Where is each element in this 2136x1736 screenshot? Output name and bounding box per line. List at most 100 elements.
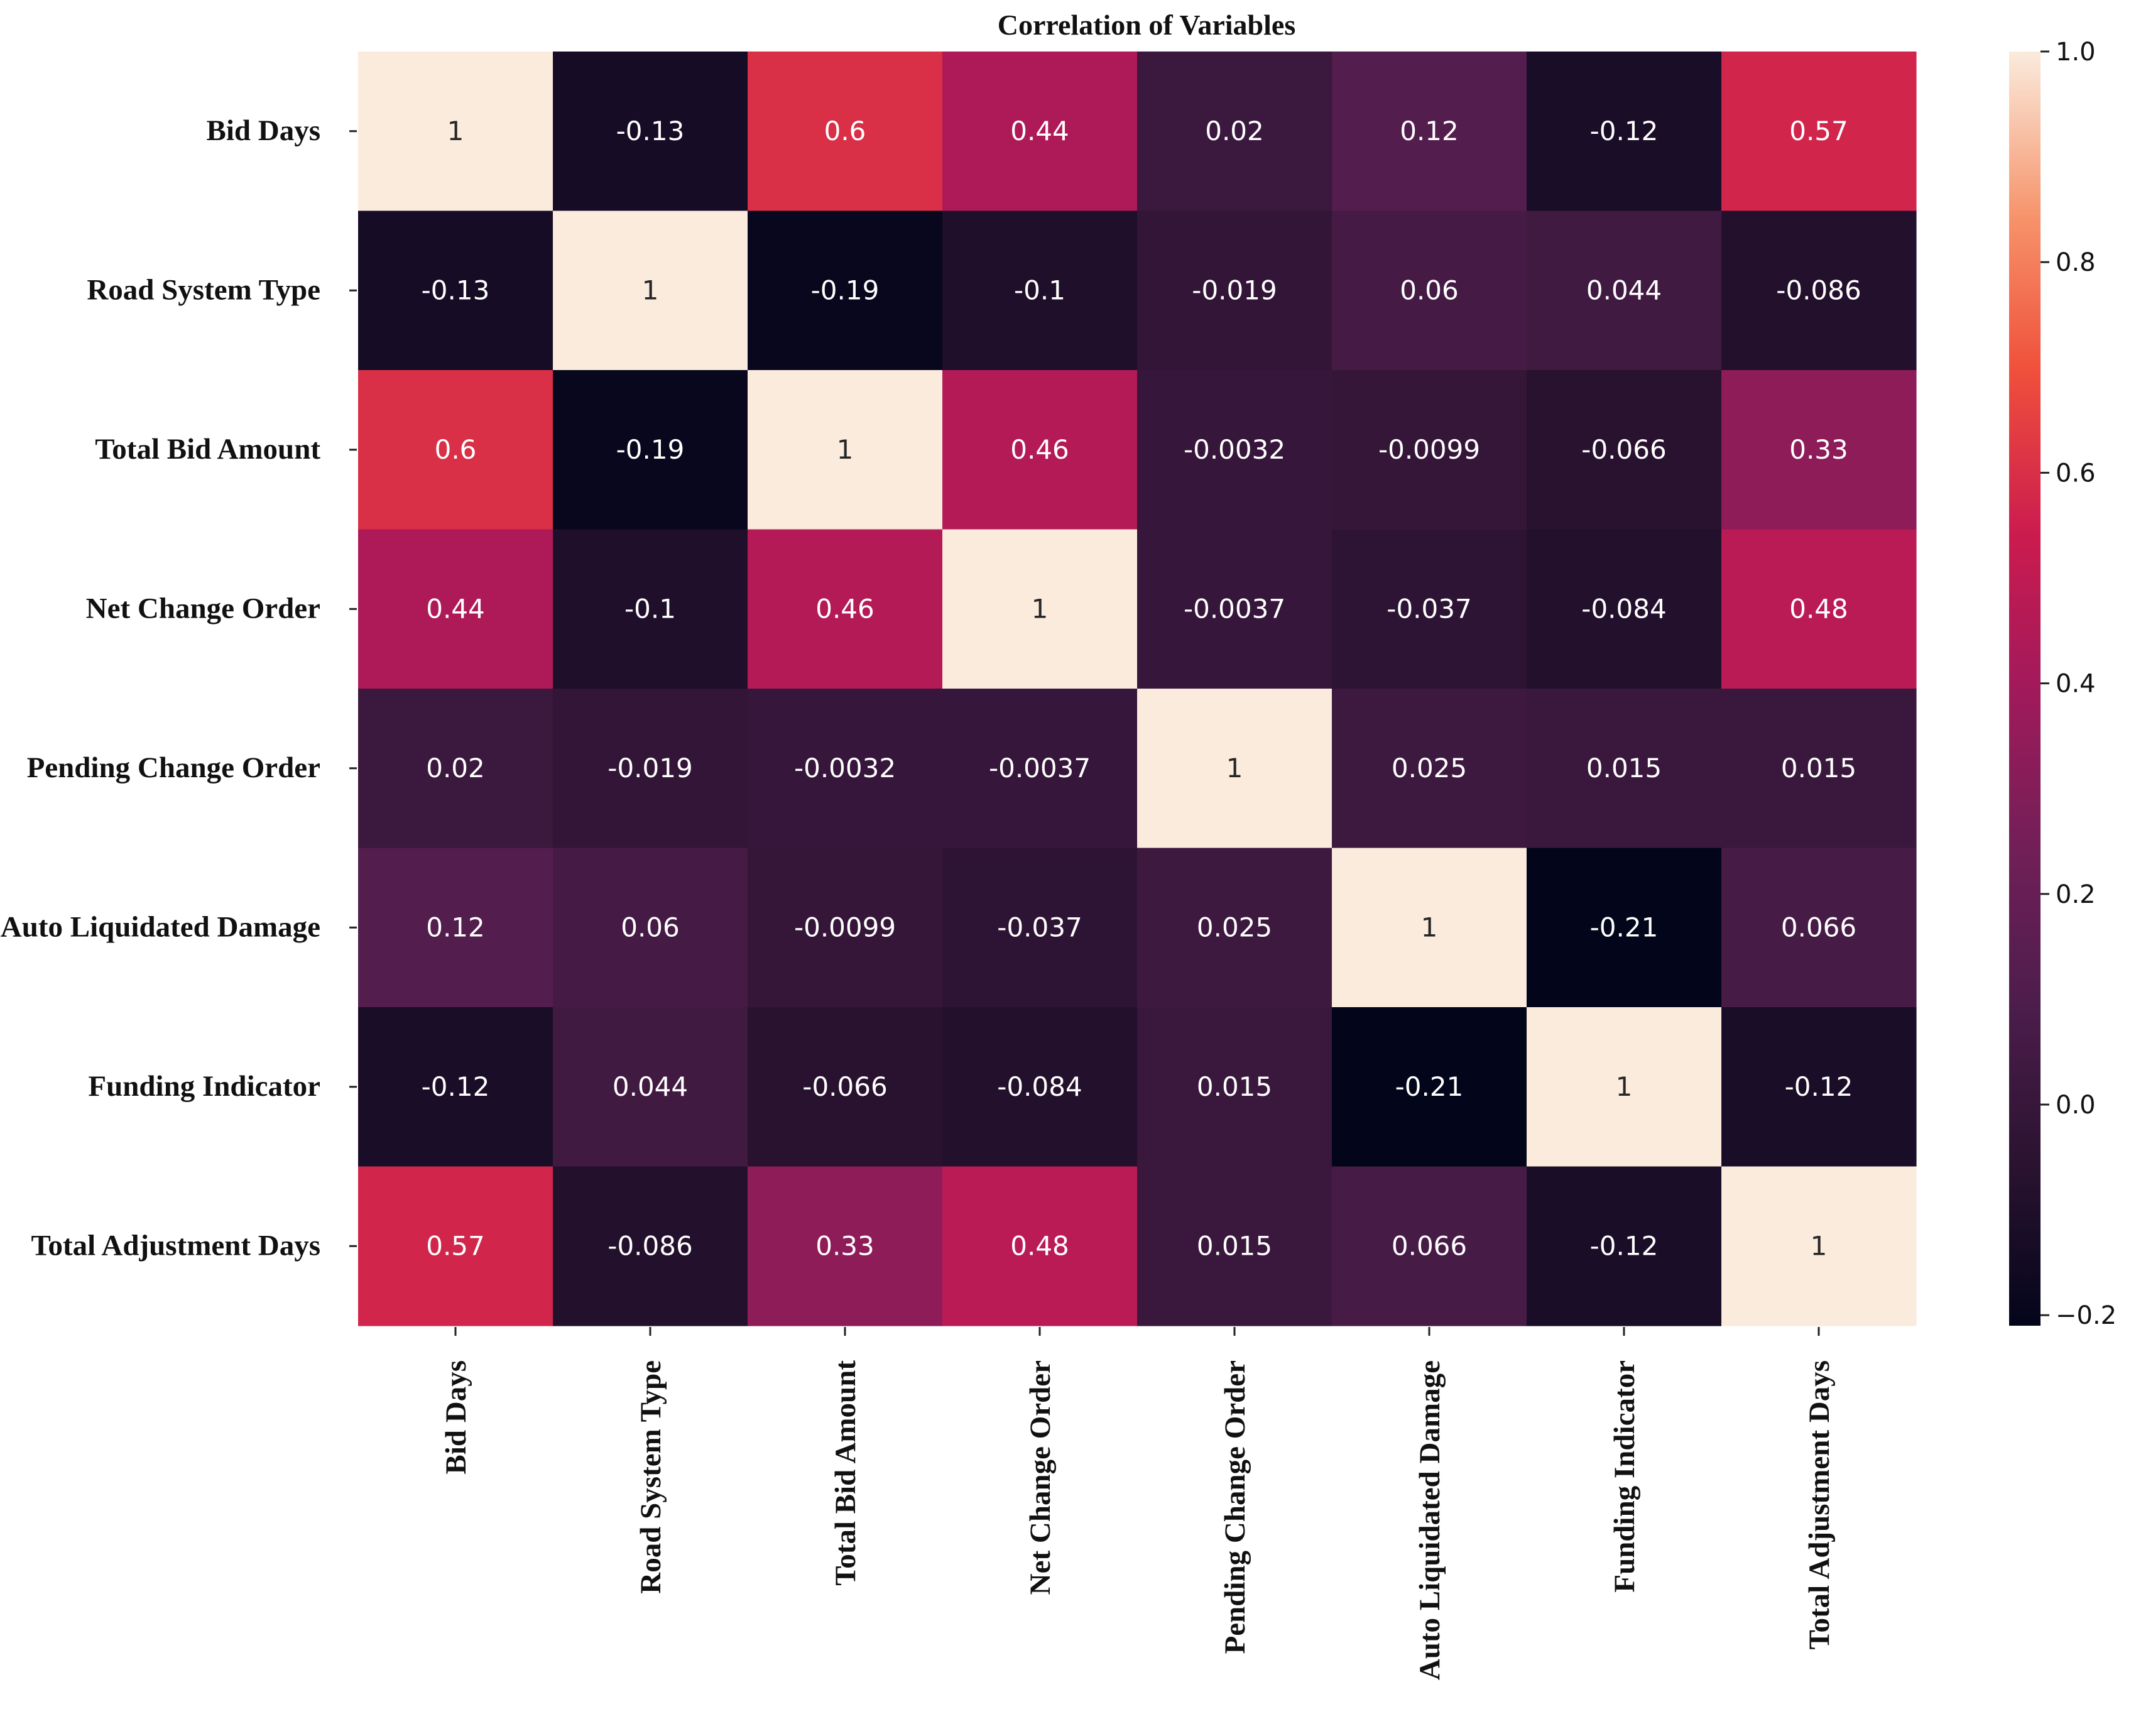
heatmap-cell — [1332, 529, 1527, 689]
cell-value-label: -0.037 — [997, 912, 1082, 942]
column-label: Total Bid Amount — [829, 1360, 862, 1586]
colorbar-tick-label: 0.2 — [2056, 880, 2096, 909]
heatmap-cell — [1527, 529, 1722, 689]
heatmap-cell — [1721, 529, 1917, 689]
cell-value-label: 0.025 — [1197, 912, 1272, 942]
heatmap-cell — [1721, 52, 1917, 212]
heatmap-cell — [748, 370, 943, 530]
cell-value-label: 0.48 — [1010, 1230, 1069, 1261]
cell-value-label: -0.12 — [422, 1071, 490, 1102]
heatmap-cell — [1332, 370, 1527, 530]
heatmap-cell — [1332, 1007, 1527, 1167]
heatmap-cell — [942, 848, 1138, 1008]
row-label: Bid Days — [206, 114, 320, 147]
heatmap-cell — [1332, 848, 1527, 1008]
heatmap-cell — [358, 1166, 553, 1326]
heatmap-cell — [553, 848, 748, 1008]
cell-value-label: 1 — [1226, 753, 1243, 783]
heatmap-cell — [1137, 689, 1332, 849]
heatmap-cell — [358, 1007, 553, 1167]
colorbar-tick-label: 0.4 — [2056, 670, 2096, 699]
cell-value-label: -0.12 — [1785, 1071, 1853, 1102]
colorbar-tick-label: 1.0 — [2056, 38, 2096, 67]
heatmap-cell — [1137, 210, 1332, 371]
cell-value-label: -0.0037 — [989, 753, 1091, 783]
heatmap-cell — [748, 848, 943, 1008]
colorbar-tick-label: 0.6 — [2056, 459, 2096, 488]
heatmap-cell — [1527, 1007, 1722, 1167]
cell-value-label: 0.33 — [1789, 434, 1848, 465]
cell-value-label: 1 — [1811, 1230, 1828, 1261]
cell-value-label: 0.57 — [426, 1230, 485, 1261]
heatmap-cell — [553, 1007, 748, 1167]
cell-value-label: -0.019 — [608, 753, 692, 783]
heatmap-cell — [553, 689, 748, 849]
cell-value-label: 0.57 — [1789, 116, 1848, 146]
cell-value-label: 1 — [447, 116, 464, 146]
heatmap-cell — [553, 52, 748, 212]
cell-value-label: 0.044 — [1586, 275, 1662, 305]
cell-value-label: -0.13 — [616, 116, 685, 146]
cell-value-label: 0.044 — [613, 1071, 688, 1102]
cell-value-label: -0.0032 — [1184, 434, 1285, 465]
cell-value-label: 0.025 — [1392, 753, 1467, 783]
cell-value-label: 0.02 — [426, 753, 485, 783]
heatmap-cell — [358, 689, 553, 849]
cell-value-label: -0.0037 — [1184, 593, 1285, 624]
heatmap-cell — [748, 689, 943, 849]
colorbar: 1.0 0.8 0.6 0.4 0.2 0.0 −0.2 — [2009, 38, 2117, 1330]
cell-value-label: 0.015 — [1197, 1071, 1272, 1102]
row-label: Pending Change Order — [27, 751, 320, 784]
column-label: Bid Days — [440, 1360, 472, 1475]
cell-value-label: -0.0099 — [794, 912, 896, 942]
heatmap-cell — [942, 210, 1138, 371]
cell-value-label: 0.02 — [1205, 116, 1264, 146]
heatmap-cell — [1137, 529, 1332, 689]
heatmap-cell — [358, 210, 553, 371]
cell-value-label: 0.12 — [426, 912, 485, 942]
heatmap-cell — [748, 52, 943, 212]
heatmap-cell — [1527, 689, 1722, 849]
colorbar-gradient — [2009, 52, 2041, 1326]
cell-value-label: -0.066 — [1581, 434, 1666, 465]
cell-value-label: 1 — [1616, 1071, 1633, 1102]
heatmap-cell — [942, 529, 1138, 689]
heatmap-cell — [1527, 848, 1722, 1008]
heatmap-cell — [942, 1007, 1138, 1167]
heatmap-cell — [1137, 848, 1332, 1008]
heatmap-cell — [748, 210, 943, 371]
heatmap-cell — [553, 529, 748, 689]
heatmap-cell — [1527, 52, 1722, 212]
cell-value-label: -0.0099 — [1378, 434, 1480, 465]
heatmap-cell — [1527, 210, 1722, 371]
colorbar-tick-label: 0.8 — [2056, 248, 2096, 277]
column-label: Pending Change Order — [1219, 1360, 1251, 1654]
heatmap-cell — [1137, 1166, 1332, 1326]
heatmap-cell — [1332, 210, 1527, 371]
cell-value-label: 0.066 — [1392, 1230, 1467, 1261]
cell-value-label: 0.44 — [1010, 116, 1069, 146]
cell-value-label: -0.13 — [422, 275, 490, 305]
column-label: Auto Liquidated Damage — [1414, 1360, 1446, 1680]
cell-value-label: -0.066 — [802, 1071, 887, 1102]
colorbar-tick-label: 0.0 — [2056, 1091, 2096, 1120]
cell-value-label: -0.019 — [1192, 275, 1277, 305]
heatmap-cell — [553, 210, 748, 371]
heatmap-cell — [748, 529, 943, 689]
heatmap-cell — [1137, 52, 1332, 212]
row-label: Net Change Order — [86, 592, 320, 625]
cell-value-label: 0.12 — [1400, 116, 1459, 146]
heatmap-cell — [1721, 210, 1917, 371]
heatmap-cell — [553, 1166, 748, 1326]
heatmap-cell — [1527, 370, 1722, 530]
cell-value-label: -0.1 — [624, 593, 676, 624]
cell-value-label: -0.12 — [1590, 116, 1659, 146]
row-label: Auto Liquidated Damage — [1, 910, 320, 943]
heatmap-cell — [358, 52, 553, 212]
row-label: Total Adjustment Days — [31, 1229, 321, 1262]
cell-value-label: 1 — [1421, 912, 1438, 942]
cell-value-label: -0.21 — [1395, 1071, 1464, 1102]
heatmap-cell — [942, 370, 1138, 530]
heatmap-cell — [1721, 370, 1917, 530]
